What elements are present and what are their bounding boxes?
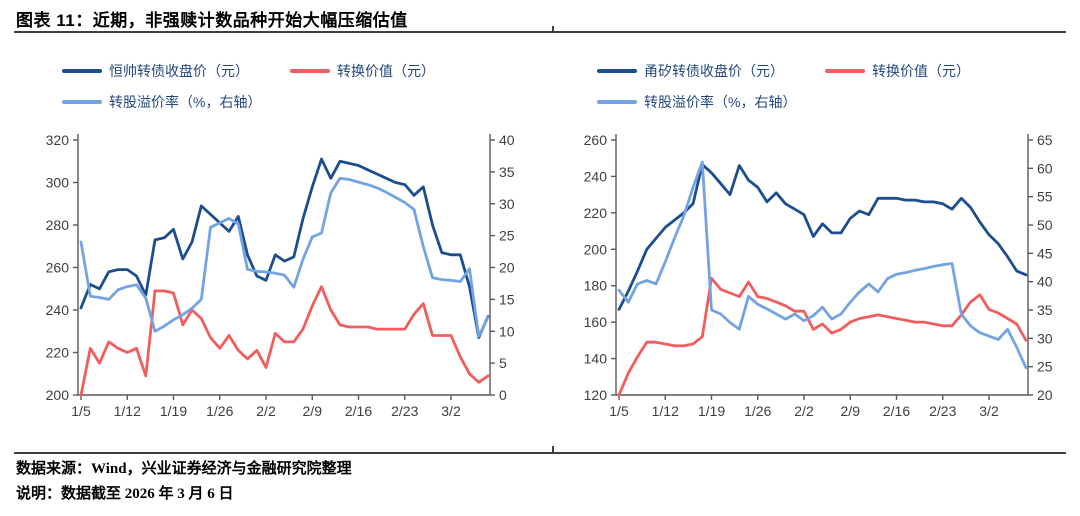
legend-item-conversion-value: 转换价值（元） — [290, 61, 518, 81]
right-axis-tick-label: 15 — [499, 291, 515, 307]
right-axis-tick-label: 35 — [1037, 302, 1053, 318]
title-divider-line — [14, 31, 1066, 33]
right-axis-tick-label: 40 — [1037, 274, 1053, 290]
right-axis-tick-label: 30 — [499, 196, 515, 212]
right-axis-tick-label: 20 — [499, 260, 515, 276]
right-axis-tick-label: 65 — [1037, 132, 1053, 148]
right-axis-tick-label: 0 — [499, 387, 507, 403]
x-axis-tick-label: 2/16 — [883, 403, 910, 419]
legend-item-premium-ratio: 转股溢价率（%，右轴） — [62, 92, 290, 112]
x-axis-tick-label: 1/19 — [160, 403, 187, 419]
legend-item-conversion-value: 转换价值（元） — [825, 61, 1053, 81]
close-price-line — [79, 157, 490, 340]
legend-item-close-price: 甬矽转债收盘价（元） — [597, 61, 825, 81]
left-axis-tick-label: 180 — [584, 278, 608, 294]
right-chart-plot: 120 140 160 180 200 220 240 260 20 25 30 35 40 45 50 55… — [584, 132, 1053, 419]
right-axis-tick-label: 20 — [1037, 387, 1053, 403]
close-price-line — [617, 163, 1028, 311]
title-divider-tick — [552, 26, 554, 32]
left-axis-tick-label: 260 — [46, 260, 70, 276]
x-axis-tick-label: 1/12 — [652, 403, 679, 419]
conversion-value-line — [79, 285, 490, 397]
x-axis-tick-label: 1/5 — [71, 403, 91, 419]
left-axis-tick-label: 280 — [46, 217, 70, 233]
right-axis-tick-label: 50 — [1037, 217, 1053, 233]
premium-ratio-line — [617, 160, 1028, 370]
left-axis-tick-label: 220 — [584, 205, 608, 221]
x-axis-tick-label: 2/23 — [391, 403, 418, 419]
left-axis-tick-label: 240 — [46, 302, 70, 318]
left-axis-tick-label: 120 — [584, 387, 608, 403]
left-axis-tick-label: 300 — [46, 175, 70, 191]
left-axis-tick-label: 200 — [584, 241, 608, 257]
left-axis-tick-label: 260 — [584, 132, 608, 148]
x-axis-tick-label: 2/2 — [794, 403, 814, 419]
close-price-line-swatch — [62, 69, 102, 73]
right-axis-tick-label: 30 — [1037, 330, 1053, 346]
conversion-value-line-swatch — [825, 69, 865, 73]
conversion-value-line-swatch — [290, 69, 330, 73]
x-axis-tick-label: 1/26 — [744, 403, 771, 419]
x-axis-tick-label: 3/2 — [979, 403, 999, 419]
x-axis-tick-label: 2/9 — [841, 403, 861, 419]
legend-label: 转换价值（元） — [872, 63, 970, 79]
premium-ratio-line-swatch — [62, 100, 102, 104]
x-axis-tick-label: 2/16 — [345, 403, 372, 419]
conversion-value-line — [617, 276, 1028, 397]
right-axis-tick-label: 60 — [1037, 160, 1053, 176]
right-axis-tick-label: 40 — [499, 132, 515, 148]
right-chart-legend: 甬矽转债收盘价（元） 转换价值（元） 转股溢价率（%，右轴） — [597, 58, 1080, 120]
left-chart-plot: 200 220 240 260 280 300 320 0 5 10 15 20 25 30 35 40 1/5… — [46, 132, 515, 419]
right-axis-tick-label: 10 — [499, 323, 515, 339]
legend-item-close-price: 恒帅转债收盘价（元） — [62, 61, 290, 81]
right-axis-tick-label: 55 — [1037, 189, 1053, 205]
legend-label: 转换价值（元） — [337, 63, 435, 79]
data-source-text: 数据来源：Wind，兴业证券经济与金融研究院整理 — [16, 461, 352, 477]
x-axis-tick-label: 2/2 — [256, 403, 276, 419]
left-axis-tick-label: 240 — [584, 168, 608, 184]
left-axis-tick-label: 320 — [46, 132, 70, 148]
legend-label: 转股溢价率（%，右轴） — [109, 94, 262, 110]
x-axis-tick-label: 2/9 — [303, 403, 323, 419]
close-price-line-swatch — [597, 69, 637, 73]
note-text: 说明：数据截至 2026 年 3 月 6 日 — [16, 486, 234, 502]
footer-divider-tick — [552, 446, 554, 452]
right-axis-tick-label: 25 — [499, 228, 515, 244]
footer-divider-line — [14, 452, 1066, 454]
x-axis-tick-label: 1/5 — [609, 403, 629, 419]
x-axis-tick-label: 3/2 — [441, 403, 461, 419]
legend-label: 甬矽转债收盘价（元） — [644, 63, 784, 79]
premium-ratio-line-swatch — [597, 100, 637, 104]
x-axis-tick-label: 2/23 — [929, 403, 956, 419]
legend-label: 恒帅转债收盘价（元） — [109, 63, 249, 79]
left-axis-tick-label: 140 — [584, 351, 608, 367]
left-chart-legend: 恒帅转债收盘价（元） 转换价值（元） 转股溢价率（%，右轴） — [62, 58, 582, 120]
page-title: 图表 11：近期，非强赎计数品种开始大幅压缩估值 — [16, 11, 408, 30]
left-axis-tick-label: 160 — [584, 314, 608, 330]
left-axis-tick-label: 220 — [46, 345, 70, 361]
x-axis-tick-label: 1/19 — [698, 403, 725, 419]
right-axis-tick-label: 25 — [1037, 359, 1053, 375]
x-axis-tick-label: 1/26 — [206, 403, 233, 419]
legend-label: 转股溢价率（%，右轴） — [644, 94, 797, 110]
right-axis-tick-label: 5 — [499, 355, 507, 371]
right-axis-tick-label: 45 — [1037, 245, 1053, 261]
x-axis-tick-label: 1/12 — [114, 403, 141, 419]
premium-ratio-line — [79, 176, 490, 338]
legend-item-premium-ratio: 转股溢价率（%，右轴） — [597, 92, 825, 112]
right-axis-tick-label: 35 — [499, 164, 515, 180]
left-axis-tick-label: 200 — [46, 387, 70, 403]
